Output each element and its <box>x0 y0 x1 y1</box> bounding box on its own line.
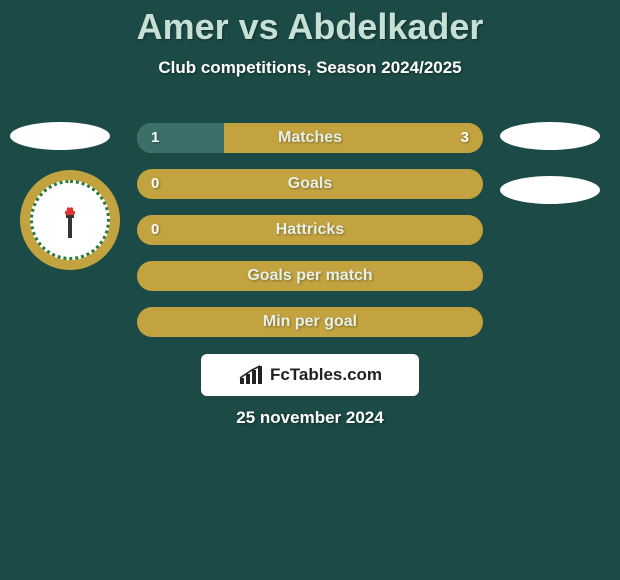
stat-right-value: 3 <box>461 123 469 153</box>
stat-row-hattricks: 0 Hattricks <box>137 215 483 245</box>
club-badge-inner <box>30 180 110 260</box>
stat-label: Matches <box>137 123 483 153</box>
player2-marker-2 <box>500 176 600 204</box>
stat-row-min-per-goal: Min per goal <box>137 307 483 337</box>
stat-row-goals-per-match: Goals per match <box>137 261 483 291</box>
stat-rows: 1 Matches 3 0 Goals 0 Hattricks Goals pe… <box>137 123 483 353</box>
comparison-card: Amer vs Abdelkader Club competitions, Se… <box>0 0 620 580</box>
brand-box: FcTables.com <box>201 354 419 396</box>
stat-label: Goals <box>137 169 483 199</box>
stat-row-matches: 1 Matches 3 <box>137 123 483 153</box>
date-line: 25 november 2024 <box>0 408 620 428</box>
page-subtitle: Club competitions, Season 2024/2025 <box>0 58 620 78</box>
player2-marker-1 <box>500 122 600 150</box>
barchart-icon <box>238 364 266 386</box>
stat-label: Min per goal <box>137 307 483 337</box>
player1-marker <box>10 122 110 150</box>
page-title: Amer vs Abdelkader <box>0 0 620 48</box>
stat-row-goals: 0 Goals <box>137 169 483 199</box>
stat-label: Hattricks <box>137 215 483 245</box>
stat-label: Goals per match <box>137 261 483 291</box>
torch-icon <box>58 198 82 242</box>
brand-text: FcTables.com <box>270 365 382 385</box>
club-badge <box>20 170 120 270</box>
